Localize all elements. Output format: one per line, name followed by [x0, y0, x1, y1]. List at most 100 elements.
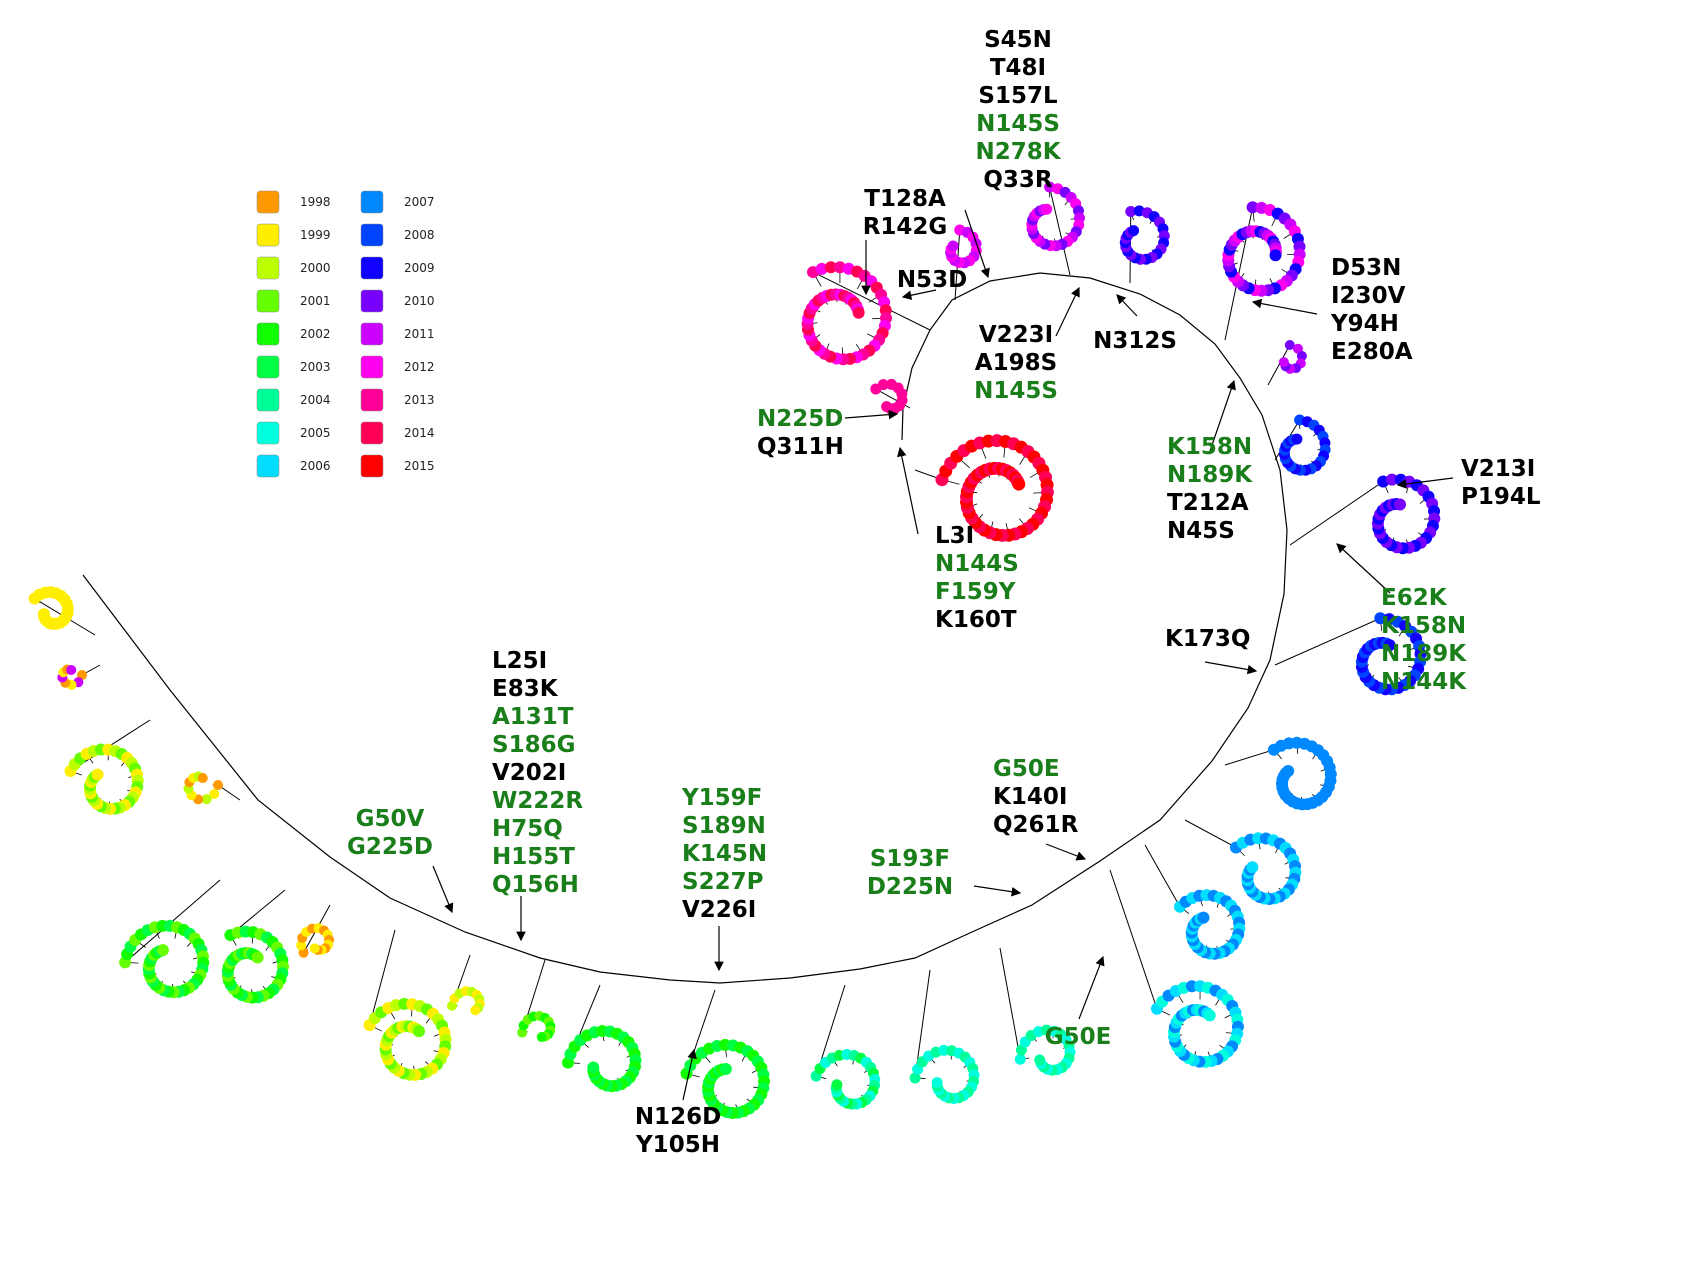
mutation-label: V223I: [979, 322, 1053, 348]
mutation-label-group-1: T128A R142G: [863, 186, 948, 240]
mutation-label: S227P: [682, 869, 763, 895]
clade-branch: [1274, 617, 1381, 666]
tip-dot: [1296, 350, 1307, 361]
mutation-label: E280A: [1331, 339, 1413, 365]
clade-1998-b: [296, 904, 335, 958]
tip-dot: [1041, 203, 1053, 215]
clade-2000-a: [64, 719, 151, 815]
tip-dot: [1128, 225, 1140, 237]
clade-2007-b: [1224, 736, 1337, 811]
tip-dot: [1203, 1009, 1216, 1022]
tip-dot: [1014, 1053, 1026, 1065]
legend-year-2013: 2013: [404, 393, 435, 407]
tip-dot: [1383, 639, 1396, 652]
clade-branch: [1289, 481, 1384, 546]
legend-year-2008: 2008: [404, 228, 435, 242]
clade-2001-a: [119, 879, 221, 999]
legend-swatch-2006: [256, 454, 280, 478]
clade-2008-a: [1274, 612, 1427, 696]
tip-dot: [947, 240, 959, 252]
tip-dot: [1125, 205, 1137, 217]
legend-year-2001: 2001: [300, 294, 331, 308]
legend-swatch-2004: [256, 388, 280, 412]
mutation-label: N312S: [1093, 328, 1177, 354]
mutation-label: Y159F: [681, 785, 762, 811]
mutation-label: K158N: [1167, 434, 1252, 460]
tip-dot: [1278, 357, 1289, 368]
legend-year-1999: 1999: [300, 228, 331, 242]
mutation-label-group-16: S193F D225N: [867, 846, 953, 900]
legend-swatch-2001: [256, 289, 280, 313]
mutation-label: N145S: [974, 378, 1058, 404]
tip-dot: [91, 768, 104, 781]
mutation-label: W222R: [492, 788, 583, 814]
legend-swatch-2013: [360, 388, 384, 412]
tip-dot: [412, 1025, 425, 1038]
legend-swatch-2000: [256, 256, 280, 280]
mutation-label-group-8: V213I P194L: [1461, 456, 1541, 510]
mutation-label: N45S: [1167, 518, 1235, 544]
tree-branches: [82, 272, 1288, 984]
tip-dot: [156, 944, 169, 957]
annotation-arrow-15: [1045, 843, 1087, 861]
annotation-arrow-11: [1204, 661, 1258, 675]
tip-dot: [209, 789, 220, 800]
tip-dot: [66, 664, 77, 675]
tip-dot: [470, 1005, 481, 1016]
tip-dot: [831, 1079, 843, 1091]
mutation-label: K158N: [1381, 613, 1466, 639]
tip-dot: [1044, 181, 1056, 193]
mutation-label: E62K: [1381, 585, 1448, 611]
tip-dot: [1393, 498, 1406, 511]
tip-dot: [719, 1063, 732, 1076]
clade-2013-b: [870, 378, 911, 415]
mutation-label: Q156H: [492, 872, 579, 898]
mutation-label-group-6: N225D Q311H: [757, 406, 844, 460]
clade-2009-a: [1289, 473, 1441, 555]
annotation-arrow-3: [1055, 286, 1080, 337]
clade-2010-a: [1267, 340, 1307, 386]
legend-year-2010: 2010: [404, 294, 435, 308]
tip-dot: [1034, 1054, 1046, 1066]
legend-swatch-2003: [256, 355, 280, 379]
mutation-label: V213I: [1461, 456, 1535, 482]
legend-swatch-2007: [360, 190, 384, 214]
mutation-label: A198S: [975, 350, 1057, 376]
tip-dot: [1269, 249, 1282, 262]
legend-swatch-2014: [360, 421, 384, 445]
mutation-label: H155T: [492, 844, 575, 870]
tip-dot: [881, 401, 893, 413]
tip-dot: [938, 1044, 950, 1056]
mutation-label: R142G: [863, 214, 948, 240]
legend-swatch-1999: [256, 223, 280, 247]
mutation-label-group-13: G50V G225D: [347, 806, 433, 860]
mutation-label: K145N: [682, 841, 767, 867]
annotation-arrow-5: [1251, 298, 1318, 315]
mutation-label: F159Y: [935, 579, 1016, 605]
mutation-label: K140I: [993, 784, 1067, 810]
mutation-label-group-12: L25I E83K A131T S186G V202I W222R H75Q H155T Q15…: [492, 648, 583, 898]
mutation-label: N225D: [757, 406, 843, 432]
mutation-label: K173Q: [1165, 626, 1250, 652]
tip-dot: [201, 794, 212, 805]
clade-1999-c: [363, 929, 452, 1081]
legend-swatch-2008: [360, 223, 384, 247]
clade-2001-c: [517, 959, 556, 1043]
legend-year-2006: 2006: [300, 459, 331, 473]
legend-year-2015: 2015: [404, 459, 435, 473]
mutation-label-group-11: K173Q: [1165, 626, 1250, 652]
annotation-arrow-8: [1209, 379, 1236, 452]
mutation-label-group-3: V223I A198S N145S: [974, 322, 1058, 404]
mutation-label-group-5: D53N I230V Y94H E280A: [1330, 255, 1413, 365]
clade-2006-a: [1109, 869, 1244, 1068]
tip-dot: [852, 306, 865, 319]
legend-year-2004: 2004: [300, 393, 331, 407]
tip-dot: [536, 1032, 547, 1043]
mutation-label: Q261R: [993, 812, 1079, 838]
mutation-label: L25I: [492, 648, 547, 674]
mutation-label: K160T: [935, 607, 1017, 633]
legend-year-2005: 2005: [300, 426, 331, 440]
mutation-label-group-18: N126D Y105H: [635, 1104, 721, 1158]
tip-dot: [1374, 612, 1387, 625]
